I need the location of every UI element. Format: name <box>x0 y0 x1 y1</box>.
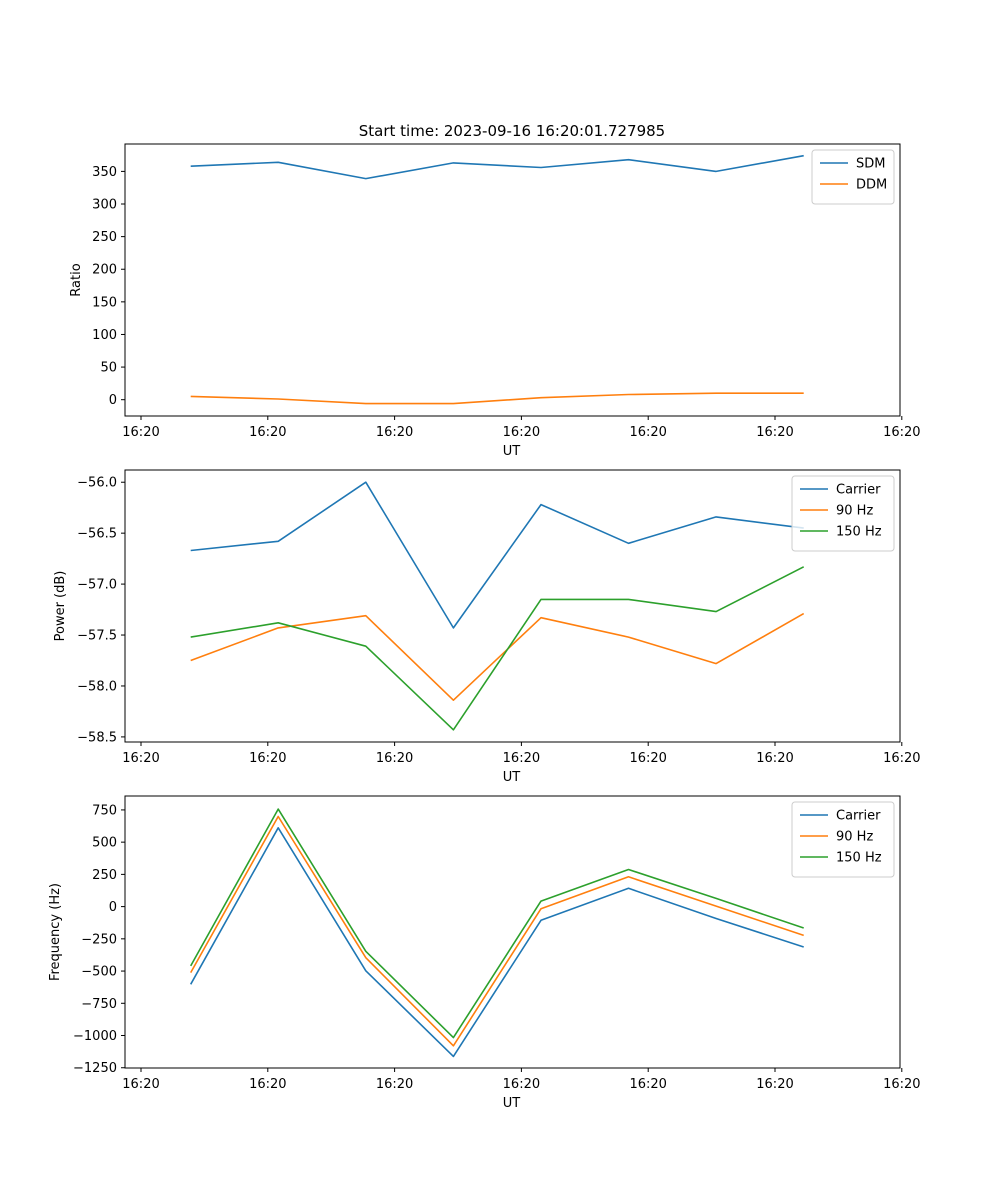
plot2-ytick-label: −57.0 <box>77 578 117 593</box>
plot3-legend-label: 90 Hz <box>836 830 873 845</box>
plot1-xtick-label: 16:20 <box>376 425 413 440</box>
plot1-ylabel: Ratio <box>69 263 84 296</box>
plot2-xtick-label: 16:20 <box>503 751 540 766</box>
plot3-xlabel: UT <box>503 1096 521 1111</box>
plot2-legend: Carrier 90 Hz 150 Hz <box>791 475 895 552</box>
plot3-ytick-label: −1250 <box>73 1061 117 1076</box>
plot1-xtick-label: 16:20 <box>629 425 666 440</box>
plot2-ylabel: Power (dB) <box>53 571 68 642</box>
plot1-ytick-label: 50 <box>100 361 117 376</box>
plot2-xlabel: UT <box>503 770 521 785</box>
plot3-ytick-label: 500 <box>92 836 117 851</box>
plot2-xtick-label: 16:20 <box>629 751 666 766</box>
plot1-ytick-label: 250 <box>92 230 117 245</box>
plot3-legend-label: Carrier <box>836 809 881 824</box>
plot3-series-150-hz <box>190 808 804 1039</box>
plot2-xtick-label: 16:20 <box>756 751 793 766</box>
plot2-xtick-label: 16:20 <box>122 751 159 766</box>
plot1-xtick-label: 16:20 <box>122 425 159 440</box>
power-subplot: 16:2016:2016:2016:2016:2016:2016:2016:21… <box>53 469 921 785</box>
figure-title: Start time: 2023-09-16 16:20:01.727985 <box>359 122 665 140</box>
plot3-ytick-label: −250 <box>81 932 117 947</box>
plot1-xtick-label: 16:20 <box>883 425 920 440</box>
plot3-ytick-label: −500 <box>81 965 117 980</box>
plot2-series-90-hz <box>190 612 805 702</box>
plot1-axes-frame <box>124 143 901 417</box>
plot2-legend-label: Carrier <box>836 483 881 498</box>
plot2-axes-frame <box>124 469 901 743</box>
plot2-ytick-label: −58.0 <box>77 679 117 694</box>
frequency-subplot: 16:2016:2016:2016:2016:2016:2016:2016:21… <box>48 795 921 1111</box>
plot3-ytick-label: 0 <box>109 900 117 915</box>
plot3-xtick-label: 16:20 <box>503 1077 540 1092</box>
plot1-ytick-label: 200 <box>92 263 117 278</box>
plot1-xtick-label: 16:20 <box>249 425 286 440</box>
plot2-ytick-label: −56.0 <box>77 476 117 491</box>
plot3-ytick-label: 250 <box>92 868 117 883</box>
plot1-xtick-label: 16:20 <box>756 425 793 440</box>
plot2-xtick-label: 16:20 <box>883 751 920 766</box>
plot1-ytick-label: 150 <box>92 295 117 310</box>
plot2-legend-box <box>791 475 895 552</box>
plot2-ytick-label: −57.5 <box>77 629 117 644</box>
plot1-ytick-label: 350 <box>92 165 117 180</box>
ratio-subplot: 16:2016:2016:2016:2016:2016:2016:2016:21… <box>69 143 921 459</box>
plot3-ylabel: Frequency (Hz) <box>48 883 63 981</box>
plot3-xtick-label: 16:20 <box>883 1077 920 1092</box>
plot2-ytick-label: −56.5 <box>77 527 117 542</box>
plot1-legend-label: SDM <box>856 157 885 172</box>
plot3-ytick-label: 750 <box>92 803 117 818</box>
plot2-xtick-label: 16:20 <box>249 751 286 766</box>
plot2-series-carrier <box>190 481 804 629</box>
plot2-series-150-hz <box>190 566 805 731</box>
plot3-ytick-label: −1000 <box>73 1029 117 1044</box>
plot1-xtick-label: 16:20 <box>503 425 540 440</box>
plot3-xtick-label: 16:20 <box>376 1077 413 1092</box>
plot1-legend: SDM DDM <box>811 149 895 205</box>
plot1-ytick-label: 100 <box>92 328 117 343</box>
plot3-xtick-label: 16:20 <box>629 1077 666 1092</box>
plot3-ytick-label: −750 <box>81 997 117 1012</box>
plot2-legend-label: 90 Hz <box>836 504 873 519</box>
plot1-ytick-label: 0 <box>109 393 117 408</box>
plot1-ytick-label: 300 <box>92 198 117 213</box>
plot3-xtick-label: 16:20 <box>122 1077 159 1092</box>
plot1-series-ddm <box>190 392 804 405</box>
plot1-series-sdm <box>190 154 804 180</box>
plot3-xtick-label: 16:20 <box>756 1077 793 1092</box>
plot3-legend-box <box>791 801 895 878</box>
plot3-legend-label: 150 Hz <box>836 851 882 866</box>
plot3-legend: Carrier 90 Hz 150 Hz <box>791 801 895 878</box>
plot1-legend-label: DDM <box>856 178 887 193</box>
plot1-xlabel: UT <box>503 444 521 459</box>
plot3-xtick-label: 16:20 <box>249 1077 286 1092</box>
plot2-ytick-label: −58.5 <box>77 730 117 745</box>
plot3-series-carrier <box>190 826 804 1058</box>
plot3-axes-frame <box>124 795 901 1069</box>
plot3-series-90-hz <box>190 815 804 1047</box>
plot2-legend-label: 150 Hz <box>836 525 882 540</box>
plot2-xtick-label: 16:20 <box>376 751 413 766</box>
